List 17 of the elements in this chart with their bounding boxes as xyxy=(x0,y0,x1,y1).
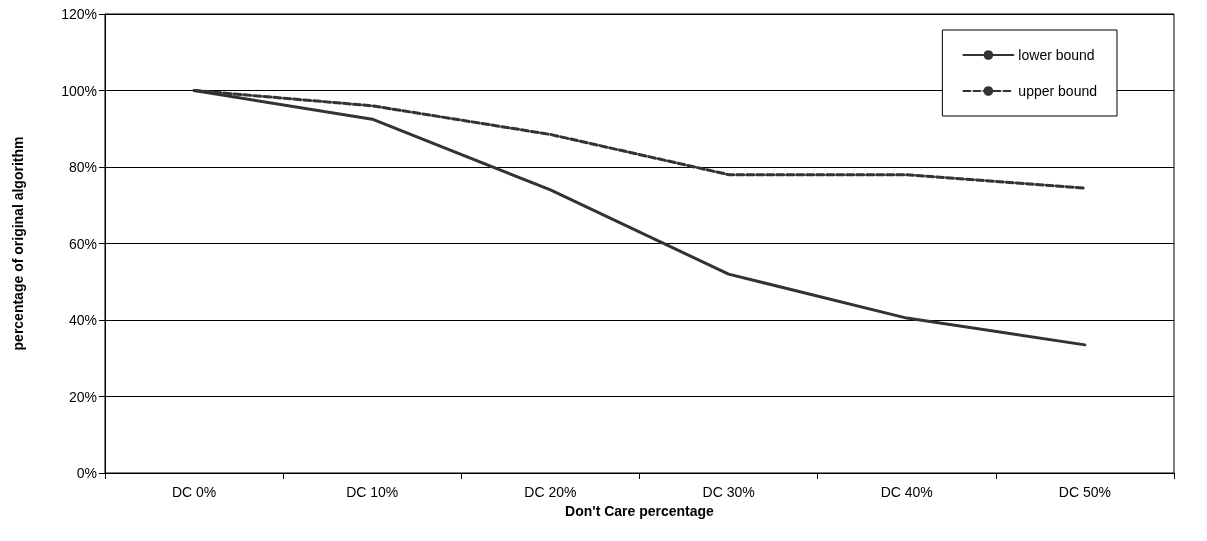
y-tick-label: 80% xyxy=(68,159,97,175)
y-tick-label: 100% xyxy=(61,82,97,99)
x-tick-label: DC 30% xyxy=(702,484,755,500)
y-axis-title: percentage of original algorithm xyxy=(10,136,26,351)
y-tick-label: 40% xyxy=(68,312,97,328)
x-tick-label: DC 10% xyxy=(346,484,399,500)
y-tick-label: 20% xyxy=(68,388,97,405)
legend-label: upper bound xyxy=(1018,83,1098,99)
x-tick-label: DC 0% xyxy=(171,484,217,500)
x-tick-label: DC 50% xyxy=(1058,484,1111,500)
x-tick-label: DC 20% xyxy=(524,484,577,500)
y-tick-label: 60% xyxy=(68,235,97,252)
legend-label: lower bound xyxy=(1018,47,1095,63)
y-tick-label: 0% xyxy=(76,465,97,481)
x-axis-title: Don't Care percentage xyxy=(565,502,715,519)
x-tick-label: DC 40% xyxy=(880,484,933,500)
y-tick-label: 120% xyxy=(61,6,97,22)
